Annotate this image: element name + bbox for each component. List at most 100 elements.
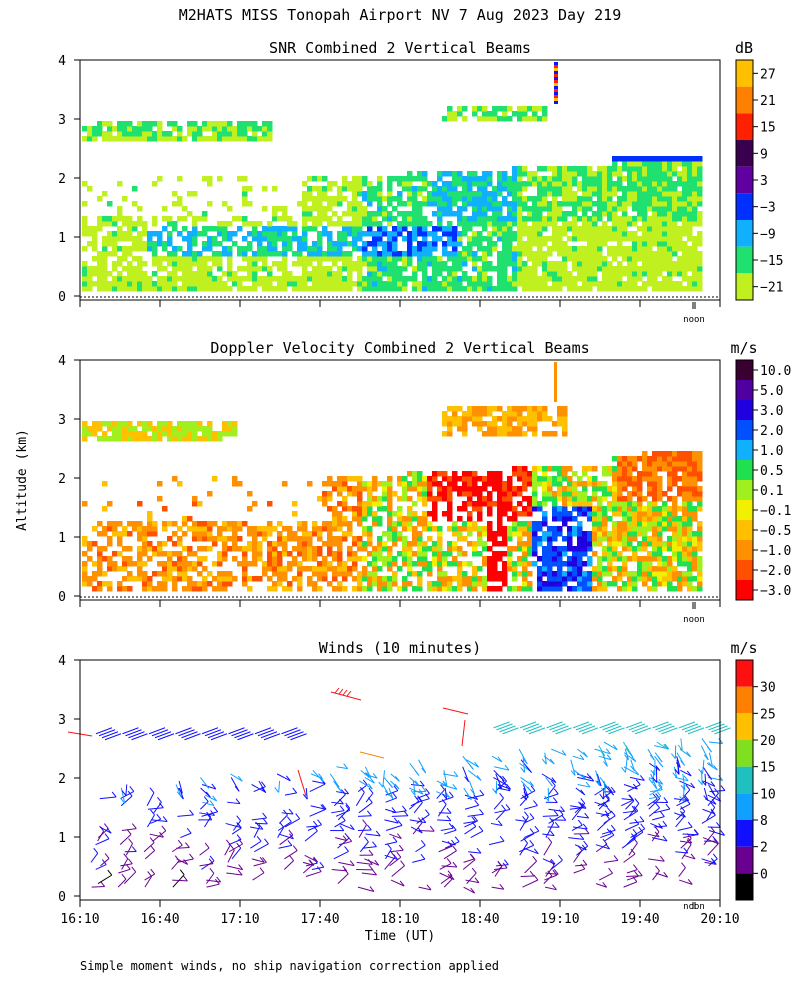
snr-cell: [687, 206, 693, 212]
doppler-cell: [162, 581, 168, 587]
wind-barb-flag: [448, 822, 454, 829]
doppler-cell: [387, 476, 393, 482]
snr-cell: [182, 266, 188, 272]
snr-cell: [347, 211, 353, 217]
snr-cell: [402, 201, 408, 207]
doppler-cell: [502, 496, 508, 502]
snr-cell: [627, 221, 633, 227]
snr-cell: [172, 136, 178, 142]
wind-barb-flag: [236, 834, 242, 840]
doppler-cell: [562, 581, 568, 587]
doppler-cell: [252, 541, 258, 547]
snr-cell: [227, 136, 233, 142]
snr-cell: [172, 281, 178, 287]
doppler-cell: [687, 521, 693, 527]
wind-barb-flag: [449, 874, 455, 880]
snr-cell: [432, 266, 438, 272]
snr-cell: [457, 251, 463, 257]
snr-cell: [677, 191, 683, 197]
snr-cell: [562, 201, 568, 207]
snr-cell: [432, 231, 438, 237]
snr-cell: [457, 221, 463, 227]
doppler-cell: [462, 501, 468, 507]
doppler-cell: [402, 481, 408, 487]
doppler-cell: [542, 516, 548, 522]
doppler-cell: [327, 496, 333, 502]
snr-cell: [427, 191, 433, 197]
doppler-cell: [442, 556, 448, 562]
colorbar-swatch: [736, 420, 753, 440]
doppler-cell: [102, 571, 108, 577]
doppler-cell: [477, 421, 483, 427]
snr-cell: [667, 231, 673, 237]
snr-cell: [97, 251, 103, 257]
snr-cell: [267, 236, 273, 242]
doppler-cell: [382, 506, 388, 512]
wind-barb: [147, 807, 164, 810]
doppler-cell: [592, 496, 598, 502]
doppler-cell: [242, 546, 248, 552]
snr-cell: [417, 186, 423, 192]
doppler-cell: [617, 506, 623, 512]
snr-cell: [352, 226, 358, 232]
snr-cell: [457, 256, 463, 262]
doppler-cell: [567, 476, 573, 482]
doppler-cell: [207, 491, 213, 497]
snr-cell: [97, 216, 103, 222]
snr-cell: [502, 171, 508, 177]
doppler-cell: [307, 481, 313, 487]
doppler-cell: [577, 496, 583, 502]
doppler-cell: [682, 546, 688, 552]
snr-cell: [652, 211, 658, 217]
doppler-cell: [367, 571, 373, 577]
doppler-cell: [667, 476, 673, 482]
doppler-cell: [577, 536, 583, 542]
snr-cell: [632, 281, 638, 287]
doppler-cell: [662, 541, 668, 547]
doppler-cell: [522, 531, 528, 537]
snr-cell: [597, 261, 603, 267]
snr-cell: [172, 221, 178, 227]
snr-cell: [267, 131, 273, 137]
doppler-cell: [327, 581, 333, 587]
snr-cell: [402, 261, 408, 267]
doppler-cell: [502, 531, 508, 537]
wind-barb-flag: [121, 790, 127, 796]
snr-cell: [162, 246, 168, 252]
snr-cell: [667, 161, 673, 167]
doppler-cell: [642, 471, 648, 477]
snr-cell: [667, 156, 673, 162]
snr-cell: [537, 246, 543, 252]
snr-cell: [552, 196, 558, 202]
doppler-cell: [357, 491, 363, 497]
snr-cell: [667, 241, 673, 247]
doppler-cell: [517, 486, 523, 492]
doppler-cell: [277, 566, 283, 572]
snr-cell: [132, 131, 138, 137]
snr-cell: [397, 191, 403, 197]
doppler-cell: [517, 531, 523, 537]
snr-cell: [322, 271, 328, 277]
snr-spike: [554, 80, 558, 83]
doppler-cell: [597, 566, 603, 572]
snr-cell: [687, 261, 693, 267]
wind-barb-flag: [393, 817, 399, 824]
doppler-cell: [527, 501, 533, 507]
snr-cell: [167, 241, 173, 247]
snr-cell: [327, 236, 333, 242]
doppler-cell: [187, 566, 193, 572]
doppler-cell: [677, 461, 683, 467]
wind-barb: [284, 729, 301, 737]
wind-barb: [121, 828, 137, 832]
doppler-cell: [497, 571, 503, 577]
snr-cell: [242, 221, 248, 227]
snr-cell: [132, 136, 138, 142]
doppler-cell: [587, 556, 593, 562]
snr-cell: [392, 241, 398, 247]
snr-cell: [572, 166, 578, 172]
doppler-cell: [97, 571, 103, 577]
snr-cell: [372, 261, 378, 267]
doppler-cell: [527, 561, 533, 567]
snr-cell: [232, 216, 238, 222]
snr-cell: [277, 281, 283, 287]
